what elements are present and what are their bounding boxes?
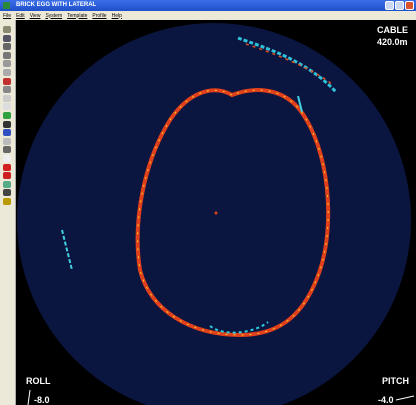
maximize-button[interactable]: [395, 1, 404, 10]
tool-button[interactable]: [3, 52, 11, 59]
tool-button[interactable]: [3, 189, 11, 196]
tool-button[interactable]: [3, 198, 11, 205]
pitch-value: -4.0: [378, 395, 394, 405]
menu-item[interactable]: Edit: [16, 13, 25, 19]
sonar-disc: [17, 23, 411, 405]
menu-item[interactable]: Help: [112, 13, 122, 19]
tool-button[interactable]: [3, 112, 11, 119]
menu-item[interactable]: Profile: [92, 13, 106, 19]
menu-item[interactable]: Template: [67, 13, 87, 19]
app-icon: [3, 2, 10, 9]
center-mark: [215, 212, 218, 215]
close-button[interactable]: [405, 1, 414, 10]
menu-item[interactable]: System: [45, 13, 62, 19]
toolbar: [0, 20, 16, 405]
roll-label: ROLL: [26, 376, 51, 386]
menu-bar: File Edit View System Template Profile Help: [0, 11, 416, 20]
tool-button[interactable]: [3, 103, 11, 110]
tool-button[interactable]: [3, 35, 11, 42]
tool-button[interactable]: [3, 129, 11, 136]
sonar-display: CABLE 420.0m ROLL -8.0 PITCH -4.0: [16, 20, 416, 405]
tool-button[interactable]: [3, 86, 11, 93]
tool-button[interactable]: [3, 172, 11, 179]
tool-button[interactable]: [3, 155, 11, 162]
tool-button[interactable]: [3, 138, 11, 145]
tool-button[interactable]: [3, 121, 11, 128]
sonar-app: BRICK EGG WITH LATERAL File Edit View Syste…: [0, 0, 416, 405]
cable-value: 420.0m: [377, 37, 408, 47]
tool-button[interactable]: [3, 78, 11, 85]
tool-button[interactable]: [3, 26, 11, 33]
tool-button[interactable]: [3, 164, 11, 171]
tool-button[interactable]: [3, 95, 11, 102]
title-bar: BRICK EGG WITH LATERAL: [0, 0, 416, 11]
tool-button[interactable]: [3, 181, 11, 188]
tool-button[interactable]: [3, 69, 11, 76]
tool-button[interactable]: [3, 60, 11, 67]
pitch-label: PITCH: [382, 376, 409, 386]
menu-item[interactable]: File: [3, 13, 11, 19]
menu-item[interactable]: View: [30, 13, 41, 19]
roll-value: -8.0: [34, 395, 50, 405]
tool-button[interactable]: [3, 146, 11, 153]
tool-button[interactable]: [3, 43, 11, 50]
minimize-button[interactable]: [385, 1, 394, 10]
cable-label: CABLE: [377, 25, 408, 35]
window-title: BRICK EGG WITH LATERAL: [16, 2, 96, 8]
